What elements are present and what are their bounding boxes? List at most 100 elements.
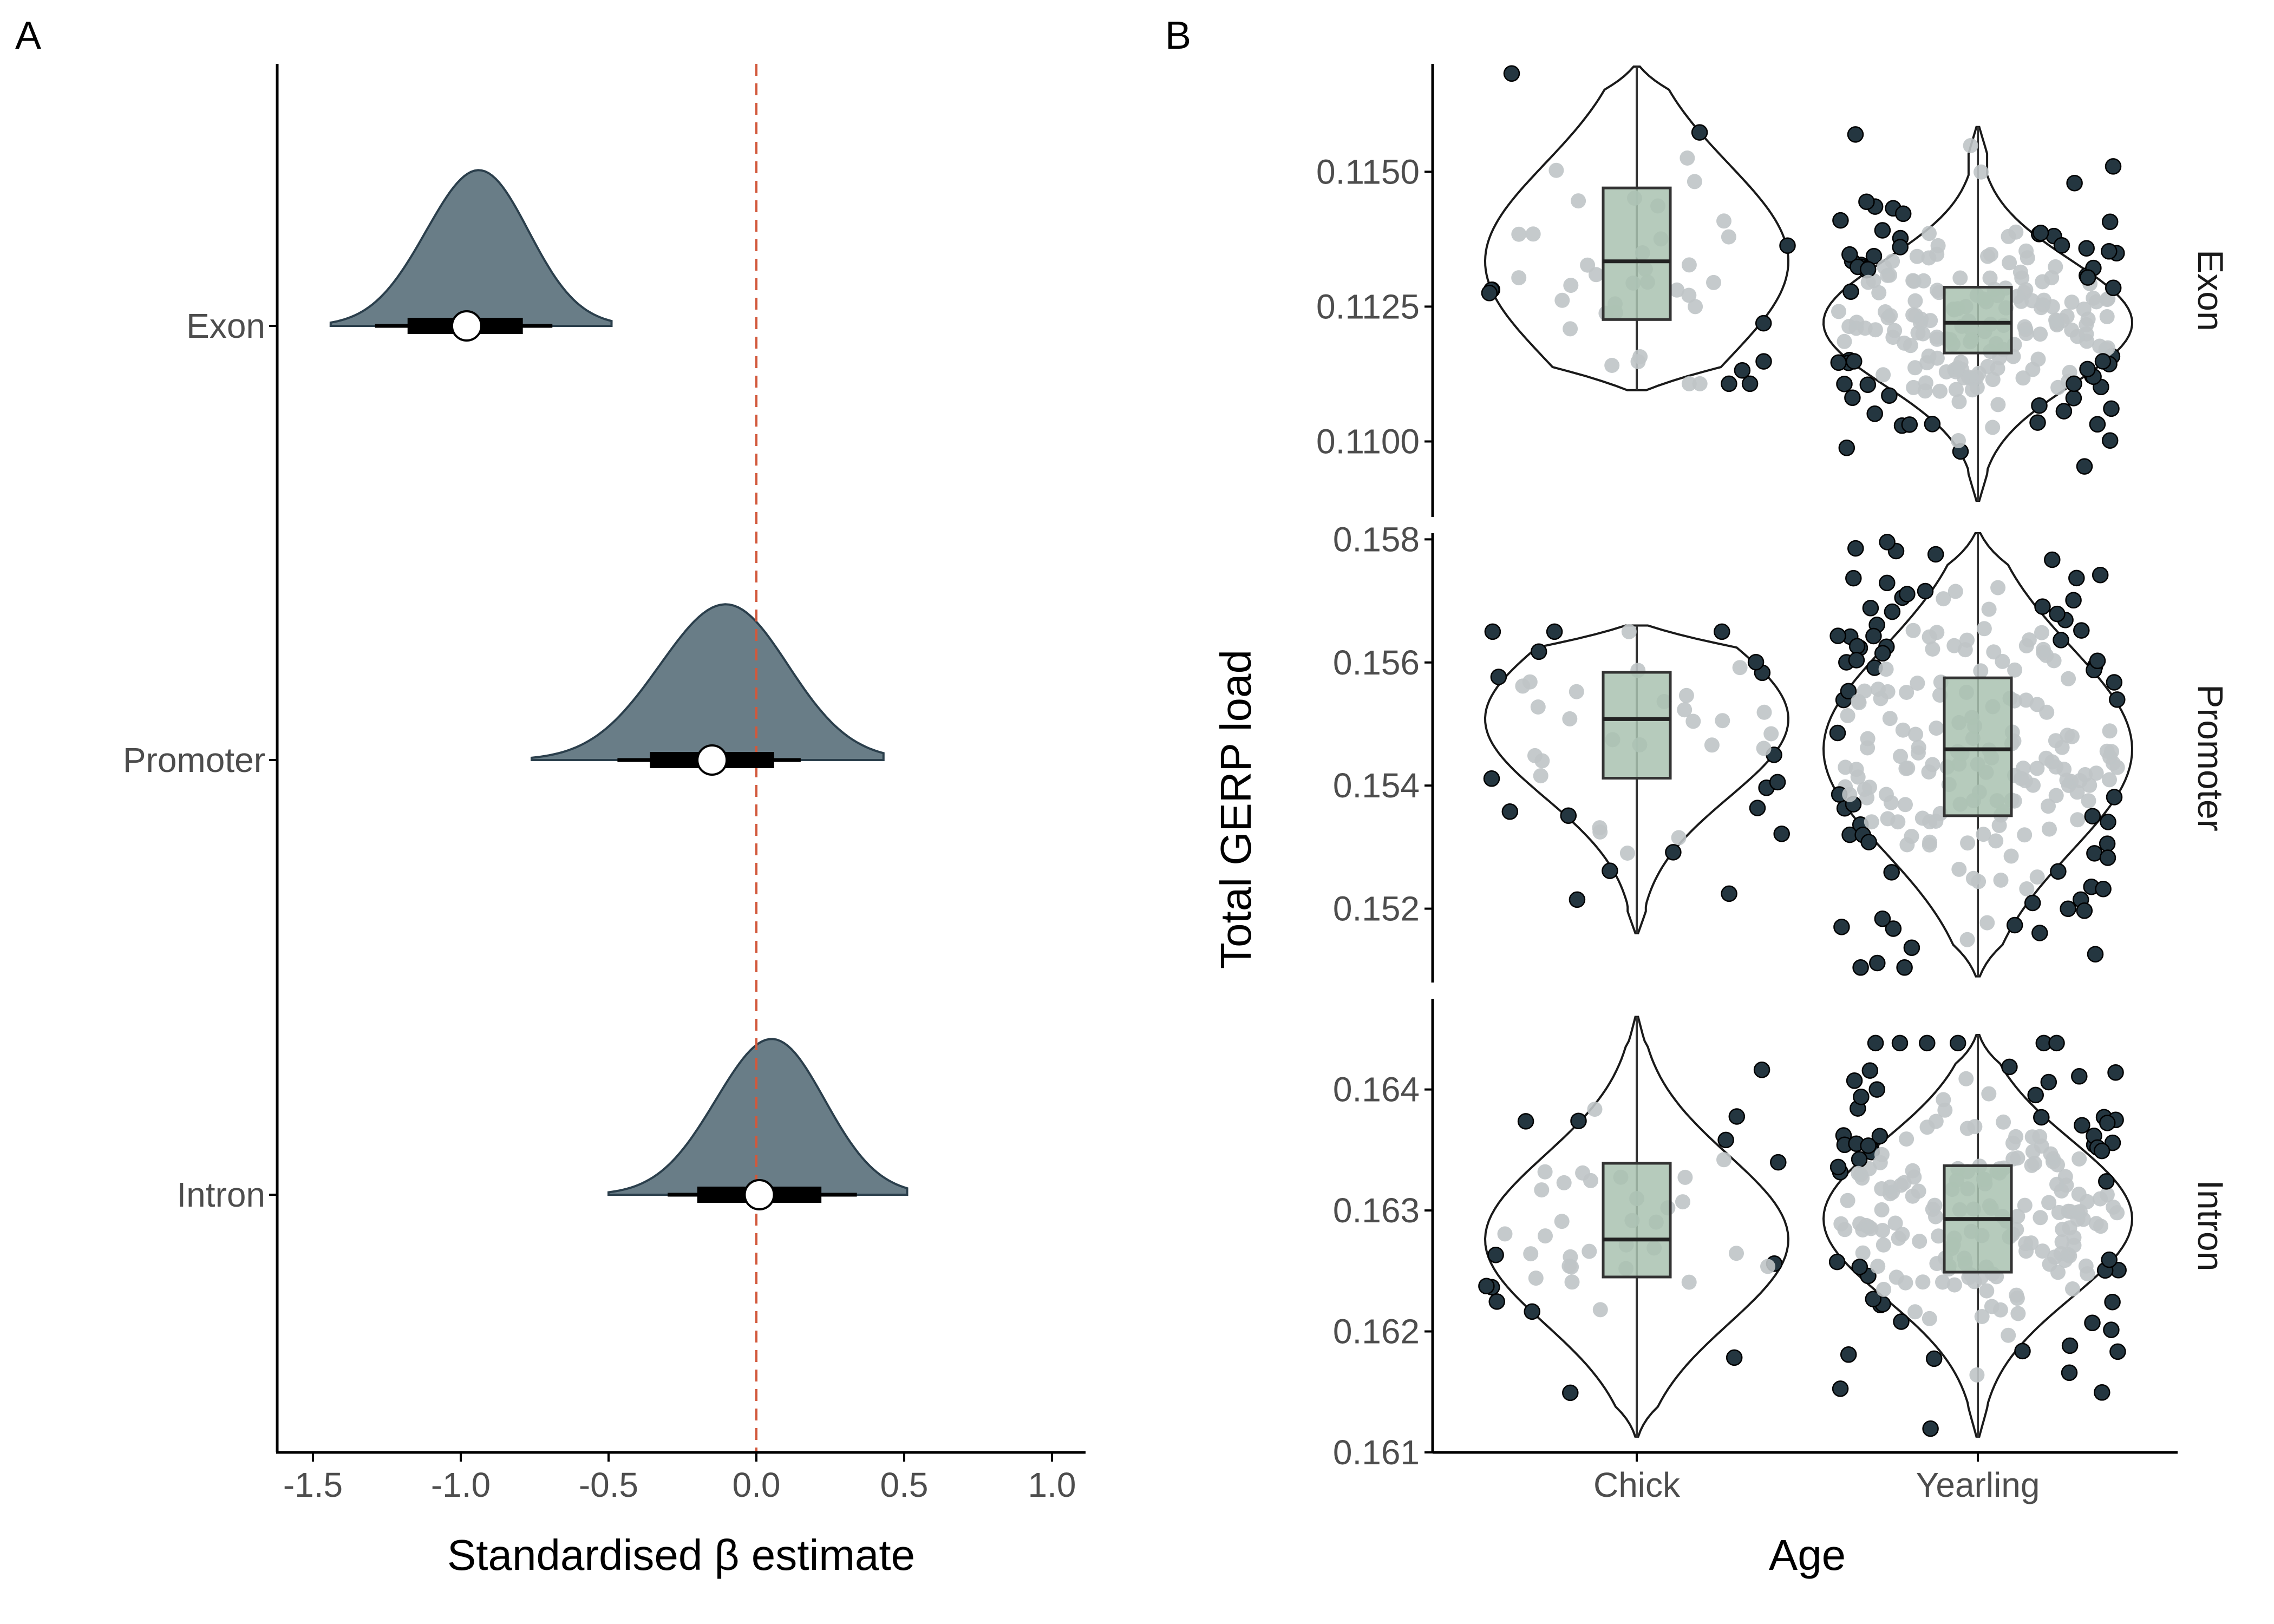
data-point [1756,704,1772,720]
data-point [2029,414,2046,431]
data-point [1852,959,1869,976]
data-point [1842,283,1859,300]
data-point [2050,863,2067,880]
data-point [1980,248,1996,264]
x-tick-label-yearling: Yearling [1916,1465,2040,1504]
y-tick-label-exon: Exon [186,306,265,345]
data-point [2074,1117,2090,1134]
data-point [1876,1237,1891,1253]
data-point [2076,902,2093,919]
x-tick-label: -0.5 [579,1465,638,1504]
data-point [2103,1321,2120,1338]
data-point [2084,1314,2101,1332]
data-point [1891,1034,1909,1052]
y-tick-label: 0.164 [1333,1070,1420,1109]
y-tick-label: 0.154 [1333,766,1420,805]
data-point [2031,925,2048,941]
data-point [2093,1142,2110,1160]
data-point [1874,1181,1890,1196]
data-point [1860,274,1876,290]
data-point [1681,257,1697,273]
data-point [1685,713,1701,729]
data-point [1692,376,1708,391]
panel-b-violin-plots: 0.11000.11250.1150Exon0.1520.1540.1560.1… [1212,64,2231,1579]
data-point [1688,299,1703,315]
data-point [2070,812,2086,828]
data-point [1871,682,1886,697]
data-point [1715,713,1730,729]
data-point [1855,1245,1871,1261]
data-point [1859,261,1877,278]
data-point [1836,376,1853,392]
data-point [1564,1259,1579,1275]
data-point [1859,376,1877,393]
data-point [1665,844,1682,861]
data-point [2049,605,2066,623]
data-point [1922,834,1938,850]
data-point [1829,627,1846,644]
data-point [1985,372,2001,388]
data-point [1837,333,1852,349]
data-point [1899,837,1915,853]
data-point [1948,382,1964,397]
strip-label-promoter: Promoter [2191,684,2231,831]
data-point [2066,174,2083,192]
data-point [1874,222,1891,239]
data-point [2012,264,2028,280]
x-tick-label: 0.5 [880,1465,929,1504]
data-point [1949,1034,1966,1052]
data-point [1889,1269,1904,1285]
data-point [1575,1165,1591,1181]
data-point [1563,321,1578,337]
data-point [2101,243,2118,260]
data-point [1760,1259,1775,1274]
data-point [1478,1278,1495,1295]
facet-promoter: 0.152 0.154 0.156 0.158 Promoter [1333,520,2231,983]
data-point [2010,289,2025,304]
data-point [1832,1380,1849,1397]
data-point [1996,1114,2011,1130]
data-point [1932,383,1948,399]
data-point [2104,1293,2121,1311]
data-point [2105,158,2122,175]
data-point [2060,900,2076,918]
data-point [1554,292,1570,308]
data-point [1530,699,1546,715]
data-point [2007,662,2023,678]
data-point [2079,269,2096,286]
data-point [1602,862,1618,879]
data-point [1917,582,1934,600]
data-point [1517,1113,1534,1130]
data-point [2027,1086,2044,1104]
x-tick-label-chick: Chick [1593,1465,1681,1504]
data-point [1890,814,1906,830]
data-point [2099,849,2116,866]
data-point [1907,1304,1923,1320]
data-point [1675,1194,1690,1210]
data-point [1562,1384,1579,1402]
data-point [1912,1234,1927,1249]
x-tick-label: 0.0 [733,1465,781,1504]
strip-label-intron: Intron [2191,1180,2231,1272]
data-point [1851,1165,1866,1181]
points-yearling [1830,126,2125,475]
data-point [1922,1311,1937,1326]
data-point [1990,580,2006,595]
x-tick-label: 1.0 [1028,1465,1076,1504]
data-point [2048,788,2064,803]
data-point [1876,367,1891,383]
data-point [1959,932,1975,947]
data-point [1948,584,1963,599]
data-point [1681,287,1697,303]
data-point [1860,834,1877,850]
data-point [2093,1219,2108,1234]
data-point [1734,362,1751,379]
data-point [1981,601,1997,617]
data-point [2054,1234,2070,1250]
data-point [1875,1223,1890,1238]
panel-a-densities [329,169,909,1196]
data-point [1840,1193,1855,1208]
data-point [1828,1253,1846,1271]
data-point [1988,833,2004,849]
data-point [2009,1291,2025,1306]
